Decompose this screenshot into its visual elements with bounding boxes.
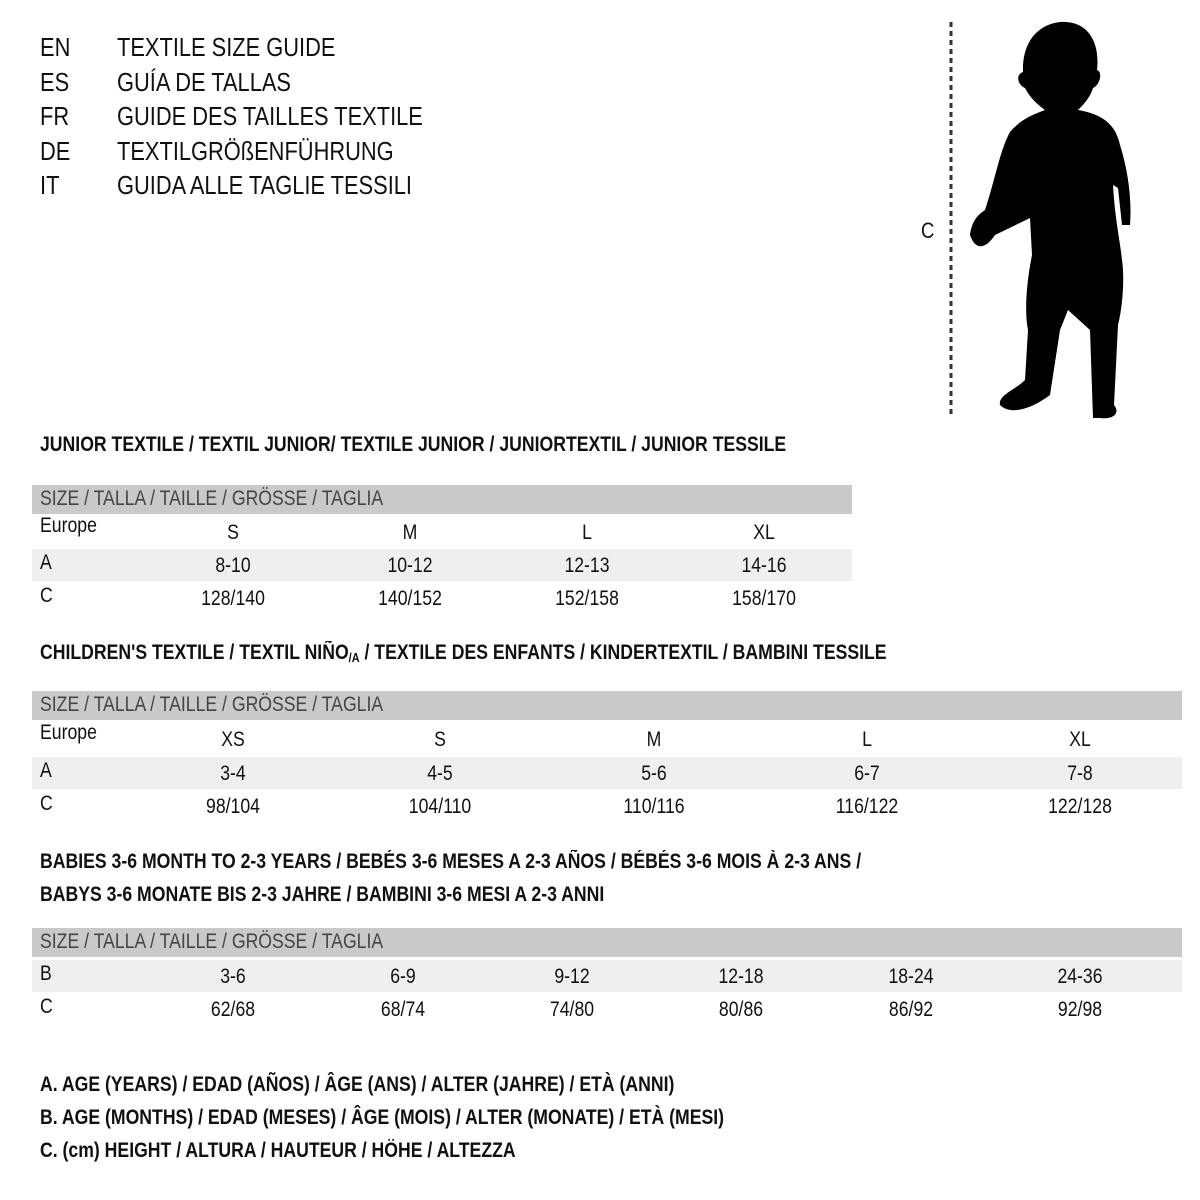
size-cell: 140/152 xyxy=(378,587,442,610)
size-cell: 10-12 xyxy=(387,554,433,577)
size-header-label: SIZE / TALLA / TAILLE / GRÖSSE / TAGLIA xyxy=(40,930,384,953)
size-cell: 6-7 xyxy=(854,762,880,785)
size-cell: 18-24 xyxy=(888,965,934,988)
row-shade xyxy=(32,549,852,581)
size-cell: 6-9 xyxy=(390,965,416,988)
language-code: IT xyxy=(40,170,60,200)
size-cell: L xyxy=(582,521,592,544)
size-header-bar: SIZE / TALLA / TAILLE / GRÖSSE / TAGLIA xyxy=(32,691,1182,720)
language-title: TEXTILGRÖßENFÜHRUNG xyxy=(117,135,394,166)
size-header-bar: SIZE / TALLA / TAILLE / GRÖSSE / TAGLIA xyxy=(32,928,1182,957)
size-cell: 80/86 xyxy=(718,998,764,1021)
legend-line: B. AGE (MONTHS) / EDAD (MESES) / ÂGE (MO… xyxy=(40,1106,725,1129)
row-shade xyxy=(32,757,1182,789)
size-header-label: SIZE / TALLA / TAILLE / GRÖSSE / TAGLIA xyxy=(40,487,384,510)
size-cell: 152/158 xyxy=(555,587,619,610)
row-label: Europe xyxy=(40,721,97,744)
legend-line: A. AGE (YEARS) / EDAD (AÑOS) / ÂGE (ANS)… xyxy=(40,1073,675,1096)
size-cell: 7-8 xyxy=(1067,762,1093,785)
size-cell: 116/122 xyxy=(835,795,899,818)
size-cell: 74/80 xyxy=(549,998,595,1021)
junior-section-title: JUNIOR TEXTILE / TEXTIL JUNIOR/ TEXTILE … xyxy=(40,433,787,456)
size-cell: L xyxy=(862,728,872,751)
size-cell: 128/140 xyxy=(201,587,265,610)
child-silhouette-icon xyxy=(949,21,1131,419)
size-cell: S xyxy=(227,521,239,544)
size-cell: 4-5 xyxy=(427,762,453,785)
row-label: A xyxy=(40,551,52,574)
size-cell: M xyxy=(646,728,662,751)
size-cell: 68/74 xyxy=(380,998,426,1021)
size-cell: 62/68 xyxy=(210,998,256,1021)
size-cell: 86/92 xyxy=(888,998,934,1021)
size-cell: 5-6 xyxy=(641,762,667,785)
size-header-label: SIZE / TALLA / TAILLE / GRÖSSE / TAGLIA xyxy=(40,693,384,716)
size-cell: 122/128 xyxy=(1048,795,1112,818)
language-title: GUIDA ALLE TAGLIE TESSILI xyxy=(117,170,412,200)
size-cell: XS xyxy=(221,728,245,751)
children-section-title: CHILDREN'S TEXTILE / TEXTIL NIÑO/A / TEX… xyxy=(40,641,887,665)
size-cell: 8-10 xyxy=(215,554,251,577)
size-header-bar: SIZE / TALLA / TAILLE / GRÖSSE / TAGLIA xyxy=(32,485,852,514)
size-cell: 3-4 xyxy=(220,762,246,785)
language-code: ES xyxy=(40,66,70,97)
size-cell: S xyxy=(434,728,446,751)
size-cell: 92/98 xyxy=(1057,998,1103,1021)
babies-section-title-line1: BABIES 3-6 MONTH TO 2-3 YEARS / BEBÉS 3-… xyxy=(40,850,862,873)
language-code: FR xyxy=(40,101,70,131)
row-label: B xyxy=(40,962,52,985)
babies-section-title-line2: BABYS 3-6 MONATE BIS 2-3 JAHRE / BAMBINI… xyxy=(40,883,605,906)
row-label: Europe xyxy=(40,514,97,537)
size-cell: 14-16 xyxy=(741,554,787,577)
size-cell: XL xyxy=(753,521,775,544)
language-code: EN xyxy=(40,32,71,62)
size-cell: 98/104 xyxy=(206,795,260,818)
size-cell: 110/116 xyxy=(623,795,685,818)
row-label: A xyxy=(40,759,52,782)
size-cell: 104/110 xyxy=(408,795,472,818)
language-code: DE xyxy=(40,135,71,166)
language-title: TEXTILE SIZE GUIDE xyxy=(117,32,336,62)
row-label: C xyxy=(40,792,53,815)
height-measure-label: C xyxy=(921,218,935,243)
legend-line: C. (cm) HEIGHT / ALTURA / HAUTEUR / HÖHE… xyxy=(40,1139,516,1162)
size-cell: XL xyxy=(1069,728,1091,751)
row-shade xyxy=(32,960,1182,992)
size-cell: 12-13 xyxy=(564,554,610,577)
language-title: GUIDE DES TAILLES TEXTILE xyxy=(117,101,423,131)
language-title: GUÍA DE TALLAS xyxy=(117,66,291,97)
size-cell: 24-36 xyxy=(1057,965,1103,988)
size-cell: 3-6 xyxy=(220,965,246,988)
size-cell: 158/170 xyxy=(732,587,796,610)
row-label: C xyxy=(40,584,53,607)
size-cell: M xyxy=(402,521,418,544)
size-cell: 12-18 xyxy=(718,965,764,988)
row-label: C xyxy=(40,995,53,1018)
size-cell: 9-12 xyxy=(554,965,590,988)
